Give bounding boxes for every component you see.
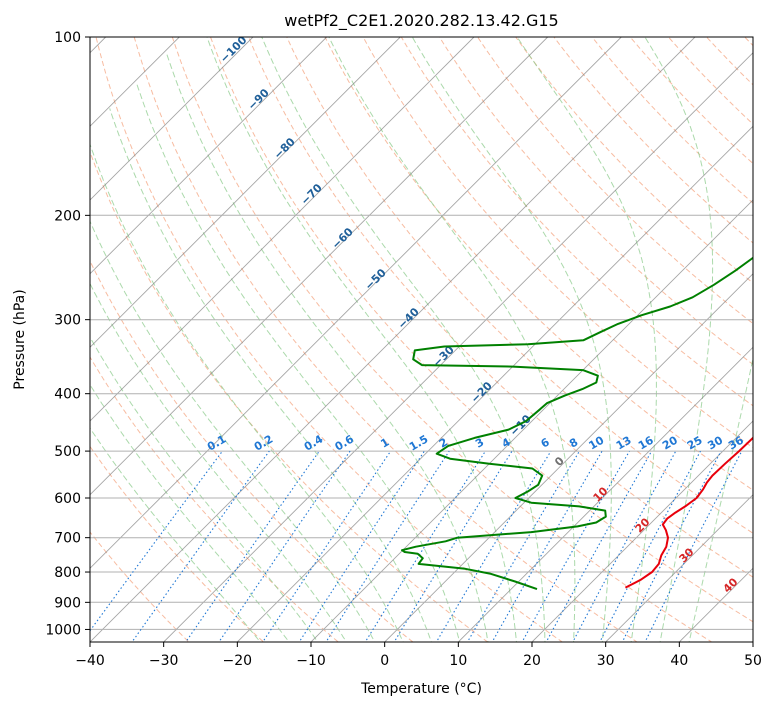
mixing-ratio-line xyxy=(325,450,450,642)
mixing-ratio-line xyxy=(393,450,513,642)
moist-adiabat xyxy=(90,427,261,642)
moist-adiabat xyxy=(261,37,546,642)
x-tick-label: −40 xyxy=(75,653,105,669)
y-tick-label: 800 xyxy=(54,565,81,581)
dry-adiabat xyxy=(515,37,753,284)
y-tick-label: 1000 xyxy=(45,622,81,638)
moist-adiabat xyxy=(516,37,657,642)
moist-adiabat xyxy=(165,51,489,642)
mixing-ratio-line xyxy=(644,450,743,642)
isotherm-line xyxy=(90,37,696,642)
y-tick-label: 300 xyxy=(54,313,81,329)
x-tick-label: −10 xyxy=(296,653,326,669)
moist-adiabat xyxy=(328,37,576,642)
x-tick-label: 0 xyxy=(380,653,389,669)
moist-adiabat xyxy=(90,383,290,642)
y-tick-label: 500 xyxy=(54,444,81,460)
y-tick-label: 900 xyxy=(54,595,81,611)
dry-adiabat xyxy=(477,37,753,325)
dry-adiabat xyxy=(171,37,713,642)
moist-adiabat xyxy=(136,83,461,642)
dry-adiabat xyxy=(133,37,638,642)
x-axis: −40 −30 −20 −10 0 10 20 30 40 50 xyxy=(75,642,762,669)
isotherm-line xyxy=(90,37,549,496)
x-tick-label: 30 xyxy=(597,653,615,669)
x-tick-label: 10 xyxy=(449,653,467,669)
isotherm-line xyxy=(310,199,753,642)
mixing-ratio-line xyxy=(131,450,270,642)
isotherm-line xyxy=(90,37,401,348)
plot-frame xyxy=(89,36,754,643)
x-tick-label: 50 xyxy=(744,653,762,669)
x-tick-label: 20 xyxy=(523,653,541,669)
y-tick-label: 200 xyxy=(54,208,81,224)
dry-adiabat xyxy=(209,37,753,623)
mixing-ratio-line xyxy=(298,450,425,642)
dewpoint-profile xyxy=(401,256,753,591)
moist-adiabat xyxy=(90,282,347,642)
moist-adiabat xyxy=(109,108,432,642)
x-tick-label: −30 xyxy=(149,653,179,669)
isotherm-line xyxy=(531,420,753,642)
dry-adiabat xyxy=(95,37,564,642)
mixing-ratio-line xyxy=(545,450,653,642)
x-axis-label: Temperature (°C) xyxy=(360,681,482,697)
dry-adiabat xyxy=(90,150,489,642)
moist-adiabat xyxy=(644,37,714,642)
mixing-ratio-line xyxy=(435,450,552,642)
isotherm-line xyxy=(457,346,753,642)
isotherm-line xyxy=(90,37,475,422)
mixing-ratio-line xyxy=(521,450,630,642)
y-tick-label: 700 xyxy=(54,531,81,547)
y-axis: 100 200 300 400 500 600 700 800 900 1000 xyxy=(45,30,90,638)
dry-adiabat xyxy=(90,531,190,642)
isotherm-line xyxy=(236,125,753,642)
mixing-ratio-line xyxy=(218,450,351,642)
y-tick-label: 400 xyxy=(54,387,81,403)
x-tick-label: −20 xyxy=(223,653,253,669)
moist-adiabat xyxy=(90,220,376,642)
moist-adiabat xyxy=(411,37,612,642)
isotherm-line xyxy=(90,37,254,201)
isotherm-line xyxy=(163,52,753,642)
y-tick-label: 100 xyxy=(54,30,81,46)
isotherm-line xyxy=(90,37,328,275)
isotherm-line xyxy=(90,37,622,569)
dry-adiabat xyxy=(90,356,340,642)
dry-adiabat xyxy=(286,37,753,534)
mixing-ratio-line xyxy=(364,450,486,642)
dry-adiabat xyxy=(362,37,753,449)
dry-adiabat xyxy=(248,37,753,578)
mixing-ratio-line xyxy=(185,450,320,642)
background-lines xyxy=(90,37,753,642)
isotherm-line xyxy=(384,273,753,642)
y-tick-label: 600 xyxy=(54,491,81,507)
dry-adiabat xyxy=(400,37,753,407)
chart-title: wetPf2_C2E1.2020.282.13.42.G15 xyxy=(284,11,558,31)
profile-series xyxy=(401,256,753,591)
mixing-ratio-line xyxy=(621,450,722,642)
temperature-profile xyxy=(624,436,753,589)
moist-adiabat xyxy=(90,336,319,642)
mixing-ratio-line xyxy=(262,450,392,642)
dry-adiabat xyxy=(90,259,414,642)
y-axis-label: Pressure (hPa) xyxy=(12,289,28,389)
x-tick-label: 40 xyxy=(670,653,688,669)
isotherm-line xyxy=(605,494,753,642)
